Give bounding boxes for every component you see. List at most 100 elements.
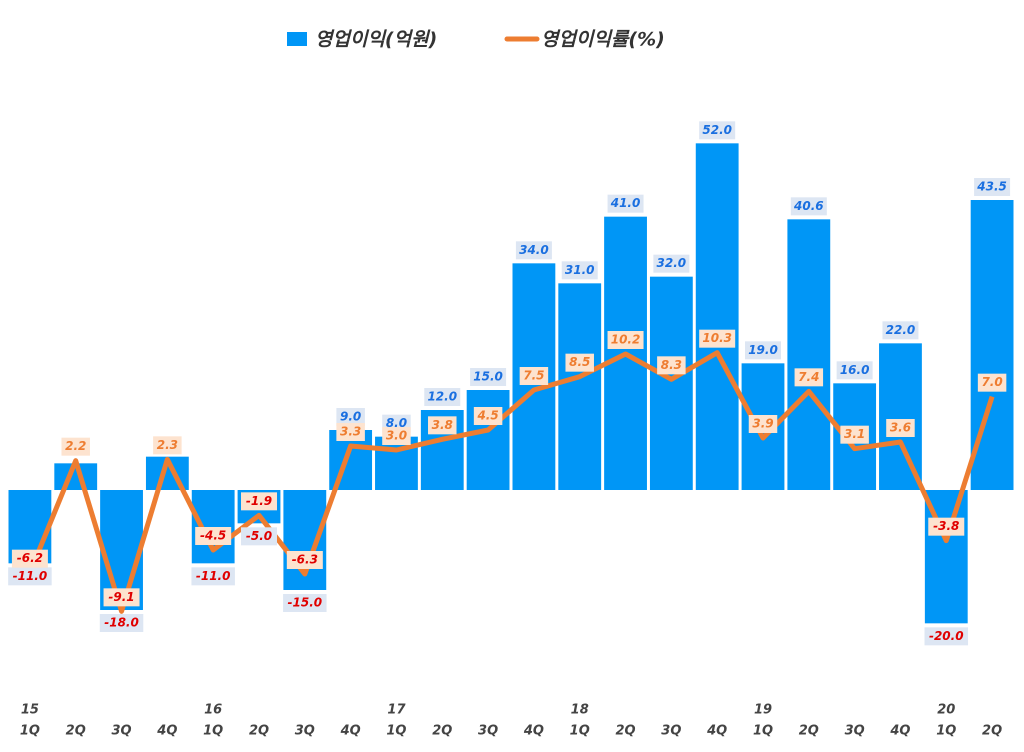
data-label: 19.0	[748, 343, 778, 357]
legend-label: 영업이익률(%)	[541, 29, 665, 51]
data-label: -6.2	[17, 551, 43, 565]
bar	[695, 143, 739, 491]
x-tick-label: 2Q	[66, 724, 86, 739]
x-tick-label: 4Q	[156, 724, 177, 739]
data-label: 2.3	[157, 438, 178, 452]
data-label: -6.3	[292, 553, 318, 567]
x-tick-label: 1Q	[203, 724, 223, 739]
label-bg	[473, 407, 503, 425]
x-tick-label: 3Q	[661, 724, 681, 739]
label-bg	[336, 423, 365, 441]
x-tick-label: 3Q	[845, 724, 865, 739]
x-year-label: 17	[387, 703, 406, 718]
label-bg	[607, 331, 644, 349]
label-bg	[283, 594, 327, 612]
label-bg	[657, 356, 686, 375]
x-tick-label: 2Q	[799, 724, 819, 739]
data-label: -1.9	[246, 494, 272, 508]
x-tick-label: 3Q	[295, 724, 315, 739]
label-bg	[886, 419, 915, 437]
label-bg	[286, 551, 323, 569]
data-label: 2.2	[65, 439, 86, 453]
bar	[787, 219, 831, 491]
x-year-label: 19	[754, 703, 772, 718]
bar	[879, 343, 922, 490]
data-label: 8.5	[569, 355, 590, 369]
data-label: 41.0	[610, 196, 641, 210]
label-bg	[565, 353, 594, 372]
x-tick-label: 1Q	[753, 724, 773, 739]
label-bg	[977, 373, 1007, 392]
data-label: -11.0	[196, 569, 231, 583]
label-bg	[974, 178, 1011, 196]
data-label: 7.5	[523, 369, 544, 383]
label-bg	[191, 567, 235, 586]
label-bg	[428, 416, 457, 435]
data-label: 3.9	[752, 417, 773, 431]
data-label: 3.6	[890, 421, 911, 435]
x-tick-label: 4Q	[889, 724, 910, 739]
data-label: 32.0	[657, 256, 687, 270]
x-tick-label: 4Q	[340, 724, 361, 739]
data-label: -9.1	[108, 590, 134, 604]
data-label: 10.3	[702, 331, 732, 345]
data-label: 8.0	[386, 416, 407, 430]
data-label: 7.0	[981, 375, 1002, 389]
label-bg	[924, 627, 969, 646]
x-tick-label: 1Q	[936, 724, 956, 739]
data-label: -3.8	[933, 519, 959, 533]
label-bg	[153, 436, 182, 455]
data-label: 3.0	[386, 429, 407, 443]
x-tick-label: 4Q	[706, 724, 727, 739]
label-bg	[561, 261, 598, 280]
data-label: -15.0	[288, 596, 323, 610]
label-bg	[61, 437, 90, 456]
data-label: 12.0	[427, 390, 457, 404]
x-year-label: 20	[937, 703, 955, 718]
label-bg	[336, 408, 365, 426]
x-tick-label: 2Q	[982, 724, 1002, 739]
data-label: 43.5	[976, 180, 1007, 194]
label-bg	[515, 241, 552, 260]
data-label: 10.2	[611, 333, 641, 347]
data-label: 40.6	[793, 199, 824, 213]
label-bg	[790, 197, 827, 216]
label-bg	[836, 361, 873, 380]
data-label: -20.0	[929, 629, 964, 643]
label-bg	[928, 517, 965, 536]
label-bg	[424, 388, 461, 406]
x-tick-label: 4Q	[523, 724, 544, 739]
legend-swatch	[287, 32, 307, 46]
label-bg	[794, 368, 824, 387]
x-tick-label: 2Q	[432, 724, 452, 739]
legend-label: 영업이익(억원)	[315, 29, 437, 51]
data-label: 22.0	[886, 323, 916, 337]
bar	[466, 390, 510, 490]
x-tick-label: 1Q	[570, 724, 590, 739]
x-tick-label: 3Q	[478, 724, 498, 739]
label-bg	[241, 527, 277, 546]
x-tick-label: 1Q	[20, 724, 40, 739]
data-label: -5.0	[246, 529, 272, 543]
data-label: 52.0	[702, 123, 732, 137]
data-label: 3.1	[844, 427, 865, 441]
bar	[558, 283, 602, 490]
label-bg	[103, 588, 140, 607]
x-tick-label: 1Q	[386, 724, 406, 739]
line	[27, 350, 995, 614]
data-label: 3.3	[340, 425, 361, 439]
bar	[649, 276, 693, 490]
data-label: 9.0	[340, 410, 361, 424]
label-bg	[8, 567, 52, 586]
data-label: 4.5	[476, 409, 498, 423]
data-label: 15.0	[473, 370, 503, 384]
data-label: 16.0	[840, 363, 870, 377]
label-bg	[519, 367, 549, 385]
x-tick-label: 3Q	[111, 724, 131, 739]
x-tick-label: 2Q	[249, 724, 269, 739]
label-bg	[195, 527, 232, 545]
data-label: 8.3	[661, 358, 682, 372]
label-bg	[241, 492, 277, 511]
label-bg	[840, 425, 869, 444]
x-year-label: 16	[204, 703, 222, 718]
